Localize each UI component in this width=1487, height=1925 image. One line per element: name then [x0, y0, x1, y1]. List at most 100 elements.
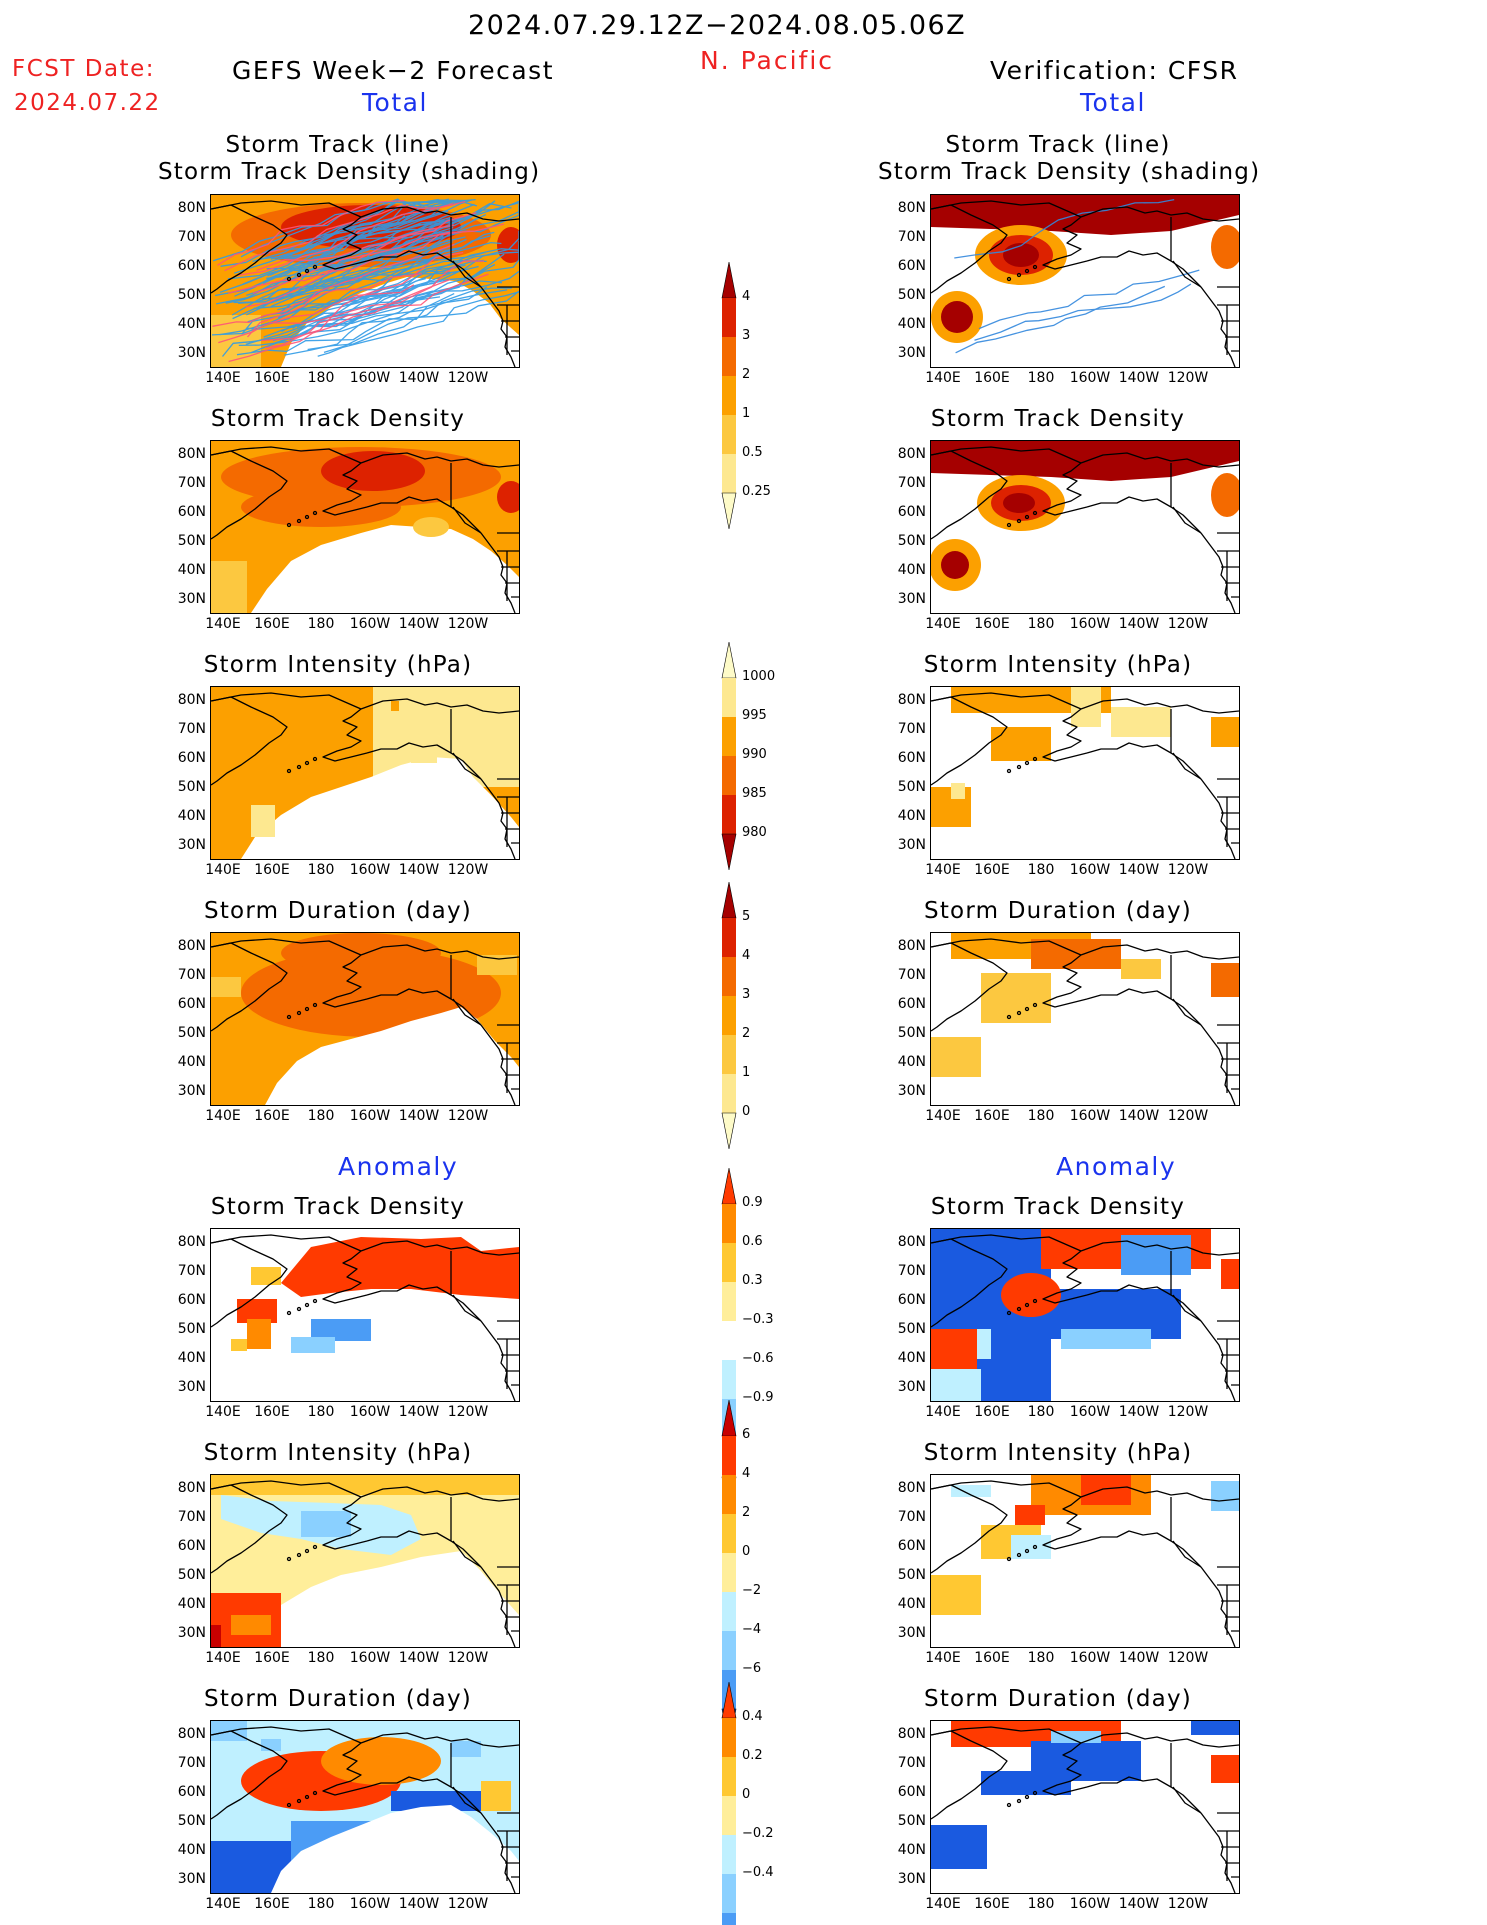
latitude-tick-label: 50N: [897, 1321, 926, 1337]
colorbar-label: 3: [742, 328, 751, 343]
latitude-tick-label: 80N: [177, 1480, 206, 1496]
panel-title-line: Storm Track Density: [210, 1194, 466, 1220]
colorbar-box: [722, 1631, 736, 1670]
shading-region: [1221, 1259, 1239, 1289]
shading-region: [1031, 939, 1121, 969]
right-map-panel-6: [930, 1474, 1240, 1648]
longitude-tick-label: 140W: [1118, 1896, 1160, 1912]
latitude-tick-label: 40N: [177, 1596, 206, 1612]
panel-title-line: Storm Intensity (hPa): [203, 652, 473, 678]
colorbar-box: [722, 795, 736, 834]
colorbar-svg: [721, 261, 737, 530]
left-panel-6-title: Storm Intensity (hPa): [158, 1440, 518, 1467]
colorbar-label: 2: [742, 1026, 751, 1041]
longitude-tick-label: 160W: [1069, 1896, 1111, 1912]
latitude-tick-label: 30N: [897, 1083, 926, 1099]
colorbar-svg: [721, 641, 737, 871]
colorbar-label: 0.5: [742, 445, 763, 460]
panel-title-line: Storm Duration (day): [924, 1686, 1192, 1712]
longitude-tick-label: 160E: [974, 1404, 1010, 1420]
colorbar-bottom-tail: [721, 833, 737, 871]
shading-region: [931, 1329, 977, 1369]
colorbar-label: 0.2: [742, 1748, 763, 1763]
colorbar-top-tail: [721, 1167, 737, 1205]
colorbar-box: [722, 454, 736, 493]
colorbar-box: [722, 298, 736, 337]
longitude-tick-label: 160E: [254, 616, 290, 632]
shading-region: [301, 1511, 351, 1537]
shading-region: [251, 525, 519, 613]
longitude-tick-label: 120W: [1167, 1896, 1209, 1912]
shading-region: [413, 517, 449, 537]
longitude-tick-label: 180: [1027, 616, 1055, 632]
colorbar-label: 6: [742, 1427, 751, 1442]
shading-region: [1121, 959, 1161, 979]
right-panel-2-title: Storm Track Density: [878, 406, 1238, 433]
latitude-tick-label: 70N: [177, 721, 206, 737]
colorbar-label: 990: [742, 747, 767, 762]
latitude-tick-label: 80N: [177, 1234, 206, 1250]
latitude-tick-label: 70N: [897, 1755, 926, 1771]
longitude-tick-label: 120W: [1167, 1404, 1209, 1420]
map-shading-svg: [211, 687, 519, 859]
panel-title-line: Storm Intensity (hPa): [923, 652, 1193, 678]
longitude-tick-label: 180: [1027, 370, 1055, 386]
latitude-tick-label: 30N: [177, 1871, 206, 1887]
fcst-date-value: 2024.07.22: [14, 90, 161, 116]
map-shading-svg: [211, 441, 519, 613]
longitude-tick-label: 180: [307, 1108, 335, 1124]
colorbar-5: 6 4 2 0 −2 −4 −6: [721, 1399, 802, 1746]
shading-region: [245, 1551, 519, 1647]
colorbar-box: [722, 717, 736, 756]
colorbar-4: 0.9 0.6 0.3 −0.3 −0.6 −0.9: [721, 1167, 802, 1514]
longitude-tick-label: 160E: [974, 370, 1010, 386]
longitude-tick-label: 160W: [349, 1404, 391, 1420]
colorbar-label: −0.2: [742, 1826, 774, 1841]
longitude-tick-label: 160W: [1069, 862, 1111, 878]
shading-region: [1211, 1755, 1239, 1783]
shading-region: [1001, 1273, 1061, 1317]
colorbar-box: [722, 1757, 736, 1796]
shading-region: [981, 973, 1051, 1023]
longitude-tick-label: 140E: [205, 616, 241, 632]
shading-region: [391, 1791, 481, 1811]
right-panel-1-title: Storm Track (line) Storm Track Density (s…: [878, 132, 1259, 186]
longitude-tick-label: 160E: [974, 616, 1010, 632]
shading-region: [291, 1337, 335, 1353]
coastline-overlay: [931, 938, 1239, 1105]
colorbar-box: [722, 756, 736, 795]
latitude-tick-label: 50N: [177, 779, 206, 795]
map-shading-svg: [211, 195, 519, 367]
colorbar-box: [722, 1204, 736, 1243]
colorbar-label: 0: [742, 1544, 751, 1559]
left-anomaly-label: Anomaly: [338, 1152, 459, 1181]
latitude-tick-label: 30N: [177, 1625, 206, 1641]
longitude-tick-label: 180: [307, 1896, 335, 1912]
coastline-overlay: [211, 1726, 519, 1893]
shading-region: [981, 1771, 1071, 1795]
coastline-overlay: [931, 1726, 1239, 1893]
longitude-tick-label: 160W: [1069, 370, 1111, 386]
latitude-tick-label: 70N: [897, 229, 926, 245]
latitude-tick-label: 70N: [177, 475, 206, 491]
colorbar-box: [722, 996, 736, 1035]
panel-title-line: Storm Track Density: [930, 406, 1186, 432]
colorbar-bottom-tail: [721, 1112, 737, 1150]
latitude-tick-label: 80N: [177, 1726, 206, 1742]
right-map-panel-5: [930, 1228, 1240, 1402]
latitude-tick-label: 40N: [897, 1054, 926, 1070]
panel-title-line: Storm Track Density: [930, 1194, 1186, 1220]
map-shading-svg: [931, 1721, 1239, 1893]
storm-track-lines: [954, 198, 1200, 354]
longitude-tick-label: 160W: [349, 1108, 391, 1124]
longitude-tick-label: 120W: [447, 1108, 489, 1124]
left-map-panel-7: [210, 1720, 520, 1894]
colorbar-box: [722, 1592, 736, 1631]
longitude-tick-label: 180: [1027, 862, 1055, 878]
latitude-tick-label: 40N: [177, 1350, 206, 1366]
map-shading-svg: [931, 933, 1239, 1105]
latitude-tick-label: 40N: [177, 562, 206, 578]
region-title: N. Pacific: [700, 46, 835, 75]
latitude-tick-label: 70N: [897, 1263, 926, 1279]
shading-region: [251, 1267, 281, 1285]
